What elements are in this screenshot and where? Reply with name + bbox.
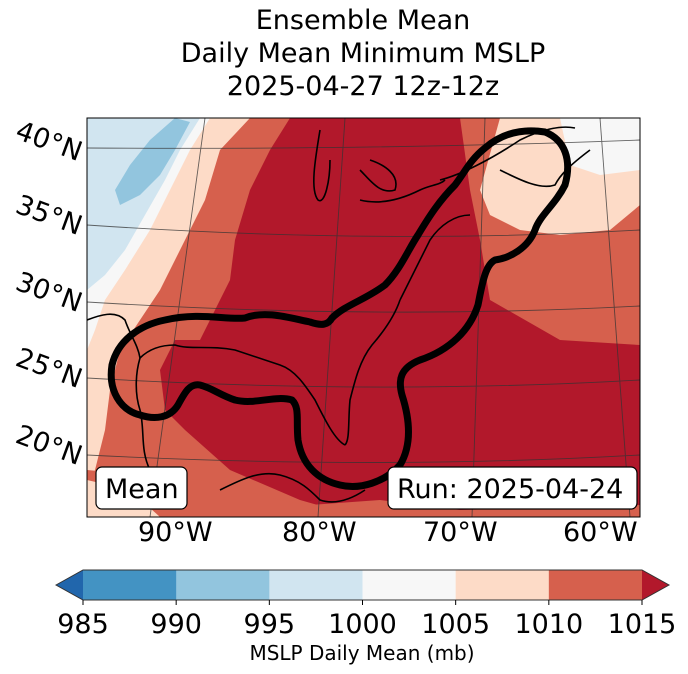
parallel-25n [87, 377, 640, 388]
lon-label-70w: 70°W [423, 517, 498, 548]
field-1000-1005-ne [560, 118, 640, 175]
colorbar-extend-max [642, 570, 669, 600]
nova-scotia [499, 149, 591, 188]
run-label: Run: 2025-04-24 [397, 474, 623, 505]
colorbar-segment [83, 570, 177, 600]
chart-title-line-2: Daily Mean Minimum MSLP [180, 38, 546, 69]
colorbar-segment [269, 570, 363, 600]
lat-label-30n: 30°N [12, 266, 87, 318]
colorbar-tick-label: 995 [244, 609, 296, 640]
parallel-20n [87, 454, 640, 463]
colorbar-tick-label: 990 [150, 609, 202, 640]
map-area [87, 118, 640, 517]
lon-label-60w: 60°W [563, 517, 638, 548]
lat-label-40n: 40°N [12, 115, 87, 167]
colorbar-tick-label: 985 [57, 609, 109, 640]
colorbar: 985 990 995 1000 1005 1010 1015 [54, 569, 677, 640]
lake-huron [359, 159, 397, 192]
colorbar-extend-min [56, 570, 83, 600]
colorbar-segment [176, 570, 270, 600]
chart-title-line-3: 2025-04-27 12z-12z [226, 71, 500, 102]
meridian-60w [599, 118, 631, 517]
lake-michigan [313, 129, 331, 202]
st-lawrence [439, 126, 576, 181]
colorbar-segment [548, 570, 643, 600]
colorbar-tick-label: 1000 [328, 609, 397, 640]
colorbar-segment [455, 570, 550, 600]
lat-label-20n: 20°N [12, 419, 87, 471]
parallel-40n [87, 139, 640, 149]
field-1010-1015-south [87, 470, 640, 517]
colorbar-tick-label: 1005 [421, 609, 490, 640]
lat-label-25n: 25°N [12, 342, 87, 394]
lake-erie-ontario [359, 179, 446, 203]
field-995-1000-west [87, 118, 200, 290]
mean-box [95, 466, 188, 510]
east-coast-south [344, 299, 401, 446]
gulf-coast [139, 344, 346, 446]
parallel-30n [87, 301, 640, 313]
east-coast-north [399, 214, 471, 301]
rio-grande [87, 313, 141, 359]
lon-label-90w: 90°W [138, 517, 213, 548]
colorbar-label: MSLP Daily Mean (mb) [249, 641, 474, 665]
colorbar-tick-label: 1015 [608, 609, 677, 640]
contour-outline [107, 127, 572, 490]
colorbar-segment [362, 570, 457, 600]
parallel-35n [87, 224, 640, 237]
lon-label-80w: 80°W [282, 517, 357, 548]
meridian-70w [471, 118, 486, 517]
field-990-995-west [115, 118, 190, 205]
run-box [387, 466, 638, 510]
map-frame [86, 117, 641, 518]
chart-title-line-1: Ensemble Mean [255, 5, 471, 36]
lat-label-35n: 35°N [12, 189, 87, 241]
mean-label: Mean [105, 474, 179, 505]
colorbar-tick-label: 1010 [514, 609, 583, 640]
yucatan-cuba [219, 472, 366, 503]
coastlines [87, 126, 591, 503]
